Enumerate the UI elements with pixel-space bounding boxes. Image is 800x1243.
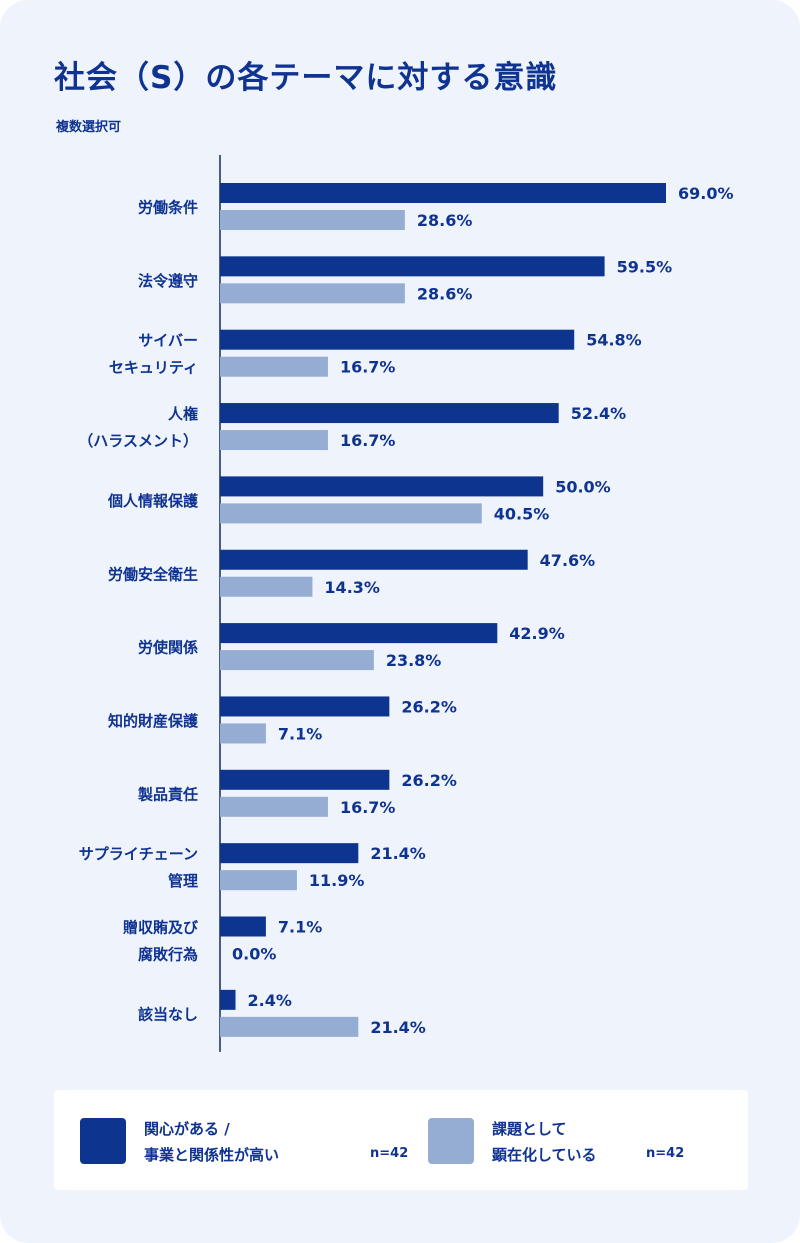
bar-series-1 bbox=[220, 916, 266, 937]
legend-label-line: 関心がある / bbox=[144, 1120, 230, 1138]
category-label: 管理 bbox=[168, 872, 198, 890]
category-label: 労使関係 bbox=[138, 639, 198, 657]
chart-title: 社会（S）の各テーマに対する意識 bbox=[54, 60, 558, 96]
category-label: サイバー bbox=[138, 332, 198, 350]
data-label: 14.3% bbox=[324, 578, 380, 597]
bar-series-2 bbox=[220, 283, 405, 304]
bar-series-1 bbox=[220, 403, 559, 424]
category-label: 法令遵守 bbox=[138, 272, 198, 290]
bar-series-2 bbox=[220, 1016, 359, 1037]
category-label: サプライチェーン bbox=[79, 845, 198, 863]
bar-series-1 bbox=[220, 183, 666, 203]
bar-series-1 bbox=[220, 256, 605, 277]
bar-series-1 bbox=[220, 623, 498, 644]
data-label: 23.8% bbox=[386, 651, 442, 670]
data-label: 16.7% bbox=[340, 358, 396, 377]
bar-series-2 bbox=[220, 870, 297, 891]
data-label: 7.1% bbox=[278, 918, 322, 937]
bar-series-1 bbox=[220, 476, 544, 497]
bar-series-1 bbox=[220, 329, 575, 350]
category-label: 知的財産保護 bbox=[108, 712, 199, 730]
data-label: 59.5% bbox=[617, 257, 673, 276]
legend-label-series-2: 課題として 顕在化している bbox=[492, 1116, 712, 1168]
legend-label-line: 事業と関係性が高い bbox=[144, 1146, 280, 1164]
legend-label-line: 顕在化している bbox=[492, 1146, 597, 1164]
data-label: 21.4% bbox=[370, 1018, 426, 1037]
data-label: 2.4% bbox=[248, 991, 292, 1010]
bar-series-2 bbox=[220, 503, 482, 524]
legend-swatch-series-1 bbox=[80, 1118, 126, 1164]
data-label: 26.2% bbox=[401, 697, 457, 716]
data-label: 47.6% bbox=[540, 551, 596, 570]
category-label: 個人情報保護 bbox=[107, 492, 199, 510]
category-label: 製品責任 bbox=[137, 785, 198, 803]
data-label: 11.9% bbox=[309, 871, 365, 890]
data-label: 69.0% bbox=[678, 184, 734, 203]
chart-subtitle: 複数選択可 bbox=[56, 120, 122, 135]
data-label: 26.2% bbox=[401, 771, 457, 790]
bar-series-2 bbox=[220, 430, 328, 451]
bar-series-2 bbox=[220, 650, 374, 671]
bar-series-1 bbox=[220, 696, 390, 717]
category-label: セキュリティ bbox=[109, 359, 198, 377]
category-label: 腐敗行為 bbox=[138, 946, 198, 964]
data-label: 21.4% bbox=[370, 844, 426, 863]
category-label: （ハラスメント） bbox=[78, 432, 198, 450]
data-label: 0.0% bbox=[232, 945, 276, 964]
bar-series-2 bbox=[220, 210, 405, 230]
legend-n-series-1: n=42 bbox=[370, 1146, 409, 1161]
bar-series-1 bbox=[220, 549, 528, 570]
data-label: 16.7% bbox=[340, 798, 396, 817]
data-label: 40.5% bbox=[494, 504, 550, 523]
bar-series-2 bbox=[220, 356, 328, 377]
category-label: 労働条件 bbox=[138, 199, 198, 217]
category-label: 人権 bbox=[168, 405, 198, 423]
category-label: 労働安全衛生 bbox=[108, 565, 198, 583]
bar-series-1 bbox=[220, 843, 359, 864]
legend-label-series-1: 関心がある / 事業と関係性が高い bbox=[144, 1116, 364, 1168]
data-label: 28.6% bbox=[417, 284, 473, 303]
legend: 関心がある / 事業と関係性が高い n=42 課題として 顕在化している n=4… bbox=[54, 1090, 748, 1190]
legend-label-line: 課題として bbox=[492, 1120, 567, 1138]
data-label: 42.9% bbox=[509, 624, 565, 643]
data-label: 50.0% bbox=[555, 477, 611, 496]
legend-n-series-2: n=42 bbox=[646, 1146, 685, 1161]
bar-series-2 bbox=[220, 796, 328, 817]
bar-series-1 bbox=[220, 989, 236, 1010]
data-label: 16.7% bbox=[340, 431, 396, 450]
legend-swatch-series-2 bbox=[428, 1118, 474, 1164]
data-label: 52.4% bbox=[571, 404, 627, 423]
bar-series-1 bbox=[220, 769, 390, 790]
bar-series-2 bbox=[220, 576, 313, 597]
data-label: 28.6% bbox=[417, 211, 473, 230]
category-label: 贈収賄及び bbox=[123, 919, 198, 937]
data-label: 54.8% bbox=[586, 331, 642, 350]
category-label: 該当なし bbox=[138, 1005, 198, 1023]
data-label: 7.1% bbox=[278, 724, 322, 743]
bar-series-2 bbox=[220, 723, 266, 744]
